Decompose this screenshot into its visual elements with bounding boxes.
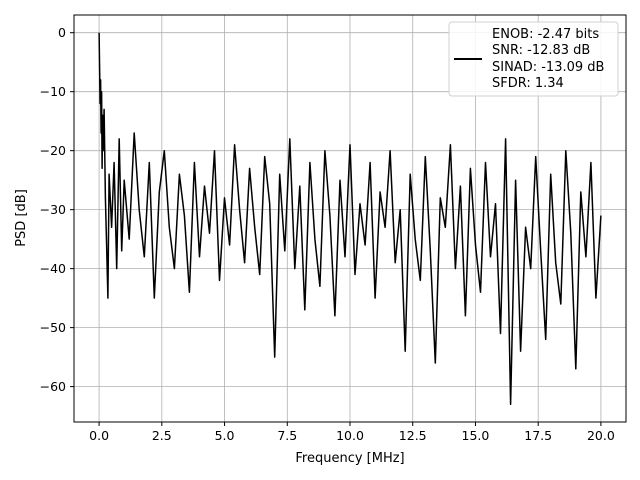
x-tick-label: 5.0 — [215, 428, 235, 443]
legend-entry-sfdr: SFDR: 1.34 — [492, 76, 564, 91]
x-axis: 0.0 2.5 5.0 7.5 10.0 12.5 15.0 17.5 20.0 — [89, 422, 615, 443]
y-tick-label: −30 — [40, 202, 66, 217]
x-tick-label: 20.0 — [587, 428, 615, 443]
x-tick-label: 15.0 — [462, 428, 490, 443]
legend-entry-enob: ENOB: -2.47 bits — [492, 27, 599, 42]
legend-entry-snr: SNR: -12.83 dB — [492, 43, 590, 58]
x-tick-label: 7.5 — [277, 428, 297, 443]
y-tick-label: 0 — [58, 25, 66, 40]
x-tick-label: 10.0 — [336, 428, 364, 443]
legend-box — [448, 21, 619, 97]
data-layer — [98, 32, 602, 406]
y-tick-label: −20 — [40, 143, 66, 158]
y-tick-label: −60 — [40, 379, 66, 394]
y-axis: 0 −10 −20 −30 −40 −50 −60 — [40, 25, 74, 394]
y-tick-label: −40 — [40, 261, 66, 276]
y-tick-label: −50 — [40, 320, 66, 335]
x-tick-label: 2.5 — [152, 428, 172, 443]
x-tick-label: 0.0 — [89, 428, 109, 443]
y-axis-label: PSD [dB] — [14, 189, 29, 247]
x-tick-label: 12.5 — [399, 428, 427, 443]
x-axis-label: Frequency [MHz] — [295, 451, 404, 466]
psd-series-line — [98, 32, 602, 406]
legend: ENOB: -2.47 bits SNR: -12.83 dB SINAD: -… — [448, 21, 619, 97]
y-tick-label: −10 — [40, 84, 66, 99]
legend-entry-sinad: SINAD: -13.09 dB — [492, 60, 604, 75]
x-tick-label: 17.5 — [524, 428, 552, 443]
